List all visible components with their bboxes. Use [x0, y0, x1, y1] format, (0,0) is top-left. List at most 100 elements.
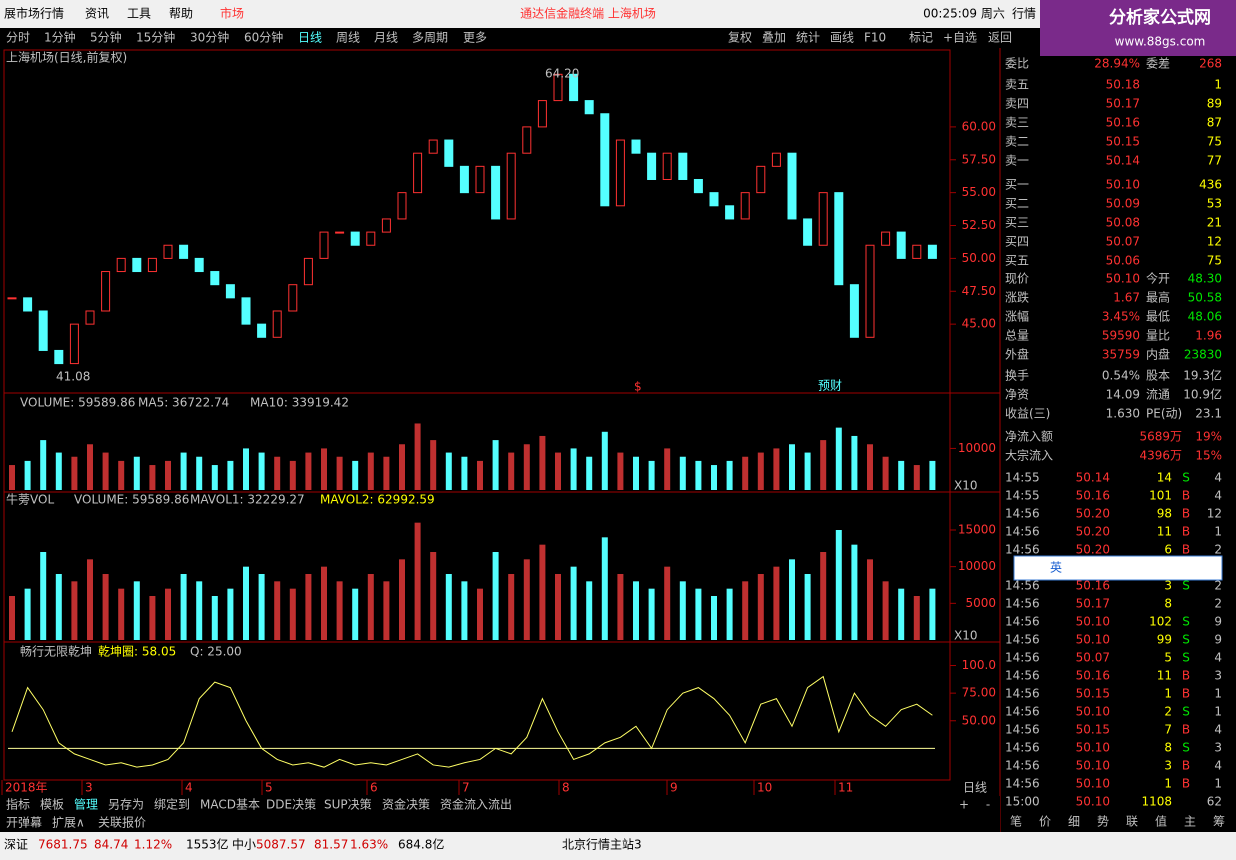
side-tab[interactable]: 值	[1155, 814, 1167, 829]
period-button[interactable]: 更多	[463, 31, 487, 45]
zoom-button[interactable]: -	[986, 798, 990, 812]
tick-price: 50.16	[1076, 579, 1110, 593]
period-button[interactable]: 分时	[6, 31, 30, 45]
side-tab[interactable]: 笔	[1010, 814, 1022, 829]
book-volume: 436	[1199, 178, 1222, 192]
label: 内盘	[1146, 347, 1170, 362]
tick-side: B	[1182, 669, 1190, 683]
side-tab[interactable]: 细	[1068, 815, 1080, 829]
candle	[693, 178, 703, 194]
label: 委差	[1146, 57, 1170, 71]
tick-volume: 99	[1157, 633, 1172, 647]
period-button[interactable]: 60分钟	[244, 30, 283, 45]
volume-bar	[617, 574, 624, 640]
side-tab[interactable]: 联	[1126, 815, 1138, 829]
volume-bar	[867, 559, 873, 640]
label: 换手	[1005, 369, 1029, 383]
volume-bar	[726, 460, 733, 490]
action-button[interactable]: 复权	[728, 31, 752, 45]
label: 委比	[1005, 57, 1029, 71]
tab[interactable]: 指标	[6, 797, 30, 812]
quote-button[interactable]: 行情	[1012, 7, 1036, 21]
volume-bar	[243, 448, 249, 490]
volume-bar	[102, 452, 109, 490]
menu-item[interactable]: 资讯	[85, 7, 109, 21]
action-button[interactable]: 返回	[988, 31, 1012, 45]
period-button[interactable]: 月线	[374, 31, 398, 45]
action-button[interactable]: F10	[864, 31, 886, 45]
menu-item[interactable]: 展市场行情	[4, 6, 64, 21]
side-tab[interactable]: 价	[1039, 815, 1051, 829]
action-button[interactable]: 画线	[830, 31, 854, 45]
label: 外盘	[1005, 347, 1029, 362]
period-button[interactable]: 15分钟	[136, 30, 175, 45]
candle	[569, 73, 579, 102]
volume-bar	[711, 465, 717, 490]
action-button[interactable]: 叠加	[762, 31, 786, 45]
volume-bar	[508, 452, 515, 490]
period-button[interactable]: 周线	[336, 31, 360, 45]
side-tab[interactable]: 主	[1184, 815, 1196, 829]
tick-volume: 5	[1164, 651, 1172, 665]
tab[interactable]: SUP决策	[324, 798, 372, 812]
action-button[interactable]: +自选	[943, 31, 977, 45]
panel-header: Q: 25.00	[190, 645, 242, 659]
tick-price: 50.20	[1076, 543, 1110, 557]
volume-bar	[321, 448, 327, 490]
period-button[interactable]: 日线	[298, 31, 322, 45]
menu-item[interactable]: 工具	[127, 7, 151, 21]
candle	[709, 192, 719, 207]
tab[interactable]: 另存为	[108, 798, 144, 812]
label: 流通	[1146, 388, 1170, 402]
panel-header: 乾坤圈: 58.05	[98, 644, 176, 659]
tab[interactable]: 扩展∧	[52, 816, 85, 830]
action-button[interactable]: 统计	[796, 31, 820, 45]
tab[interactable]: 绑定到	[154, 797, 190, 812]
book-volume: 89	[1207, 97, 1222, 111]
y-tick-label: 52.50	[962, 218, 996, 232]
tick-price: 50.16	[1076, 669, 1110, 683]
volume-bar	[289, 588, 296, 640]
tab[interactable]: 模板	[40, 798, 64, 812]
x-tick-label: 4	[185, 781, 193, 795]
candle	[865, 244, 875, 338]
tab[interactable]: 关联报价	[98, 815, 146, 830]
tab[interactable]: 资金决策	[382, 797, 430, 812]
label: 股本	[1146, 369, 1170, 383]
period-button[interactable]: 多周期	[412, 31, 448, 45]
tick-side: S	[1182, 705, 1190, 719]
value: 268	[1199, 57, 1222, 71]
tab[interactable]: 管理	[74, 797, 98, 812]
market-tab[interactable]: 市场	[220, 6, 244, 21]
candle	[101, 271, 111, 312]
volume-bar	[274, 456, 281, 490]
book-price: 50.09	[1106, 197, 1140, 211]
menu-item[interactable]: 帮助	[169, 7, 193, 21]
y-tick-label: 50.00	[962, 713, 996, 727]
period-button[interactable]: 30分钟	[190, 30, 229, 45]
volume-bar	[586, 581, 593, 640]
tab[interactable]: DDE决策	[266, 798, 316, 812]
tab[interactable]: 资金流入流出	[440, 797, 512, 812]
side-tab[interactable]: 势	[1097, 815, 1109, 829]
side-tab[interactable]: 筹	[1213, 815, 1225, 829]
tick-count: 4	[1214, 723, 1222, 737]
period-button[interactable]: 1分钟	[44, 30, 76, 45]
tick-count: 4	[1214, 489, 1222, 503]
candle	[116, 257, 126, 273]
candle	[272, 310, 282, 338]
book-label: 买二	[1005, 197, 1029, 211]
tab[interactable]: 开弹幕	[6, 816, 42, 830]
tick-count: 4	[1214, 471, 1222, 485]
action-button[interactable]: 标记	[909, 31, 933, 45]
period-button[interactable]: 5分钟	[90, 30, 122, 45]
value: 14.09	[1106, 388, 1140, 402]
book-volume: 75	[1207, 135, 1222, 149]
tick-price: 50.10	[1076, 777, 1110, 791]
candle	[413, 152, 423, 194]
zoom-button[interactable]: +	[959, 798, 969, 812]
tab[interactable]: MACD基本	[200, 798, 260, 812]
volume-bar	[430, 440, 437, 490]
book-volume: 75	[1207, 254, 1222, 268]
candle	[600, 113, 610, 207]
